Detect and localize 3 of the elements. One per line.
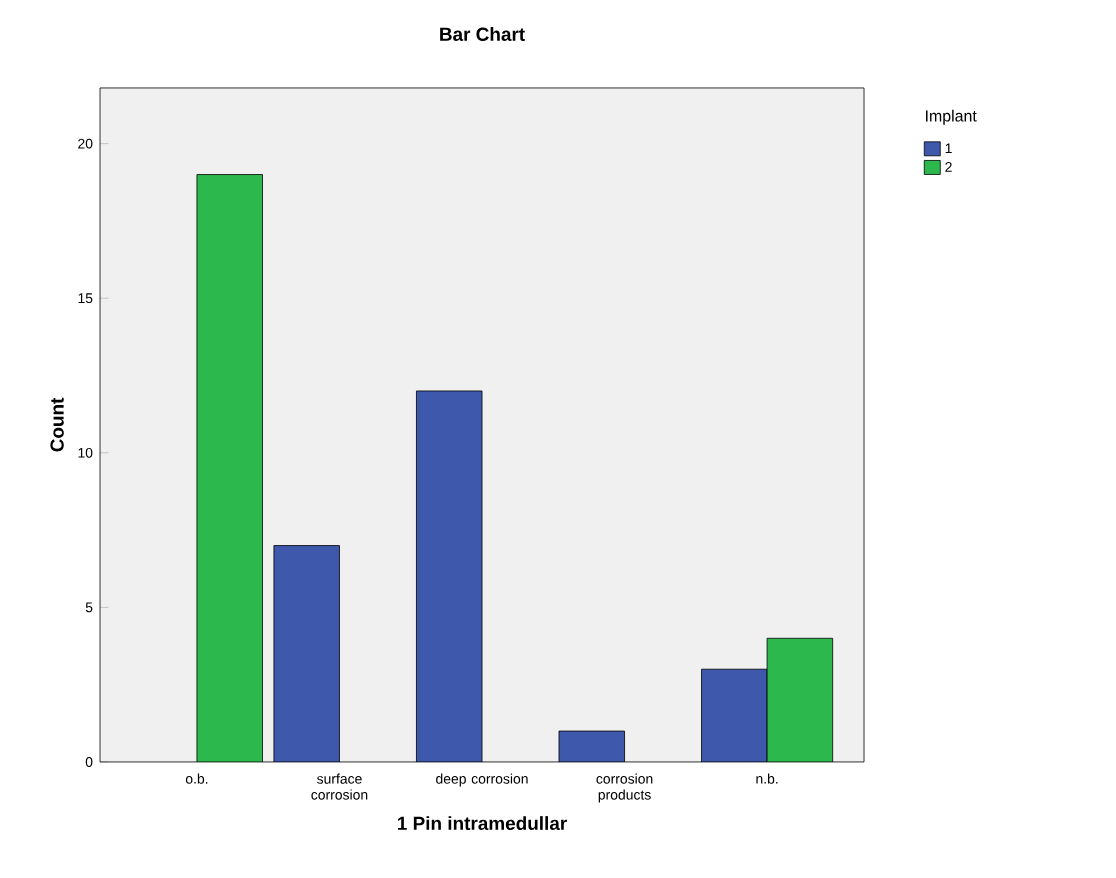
chart-title: Bar Chart	[440, 27, 525, 41]
y-axis-title: Count	[50, 397, 64, 452]
x-axis-title: 1 Pin intramedullar	[398, 816, 567, 831]
